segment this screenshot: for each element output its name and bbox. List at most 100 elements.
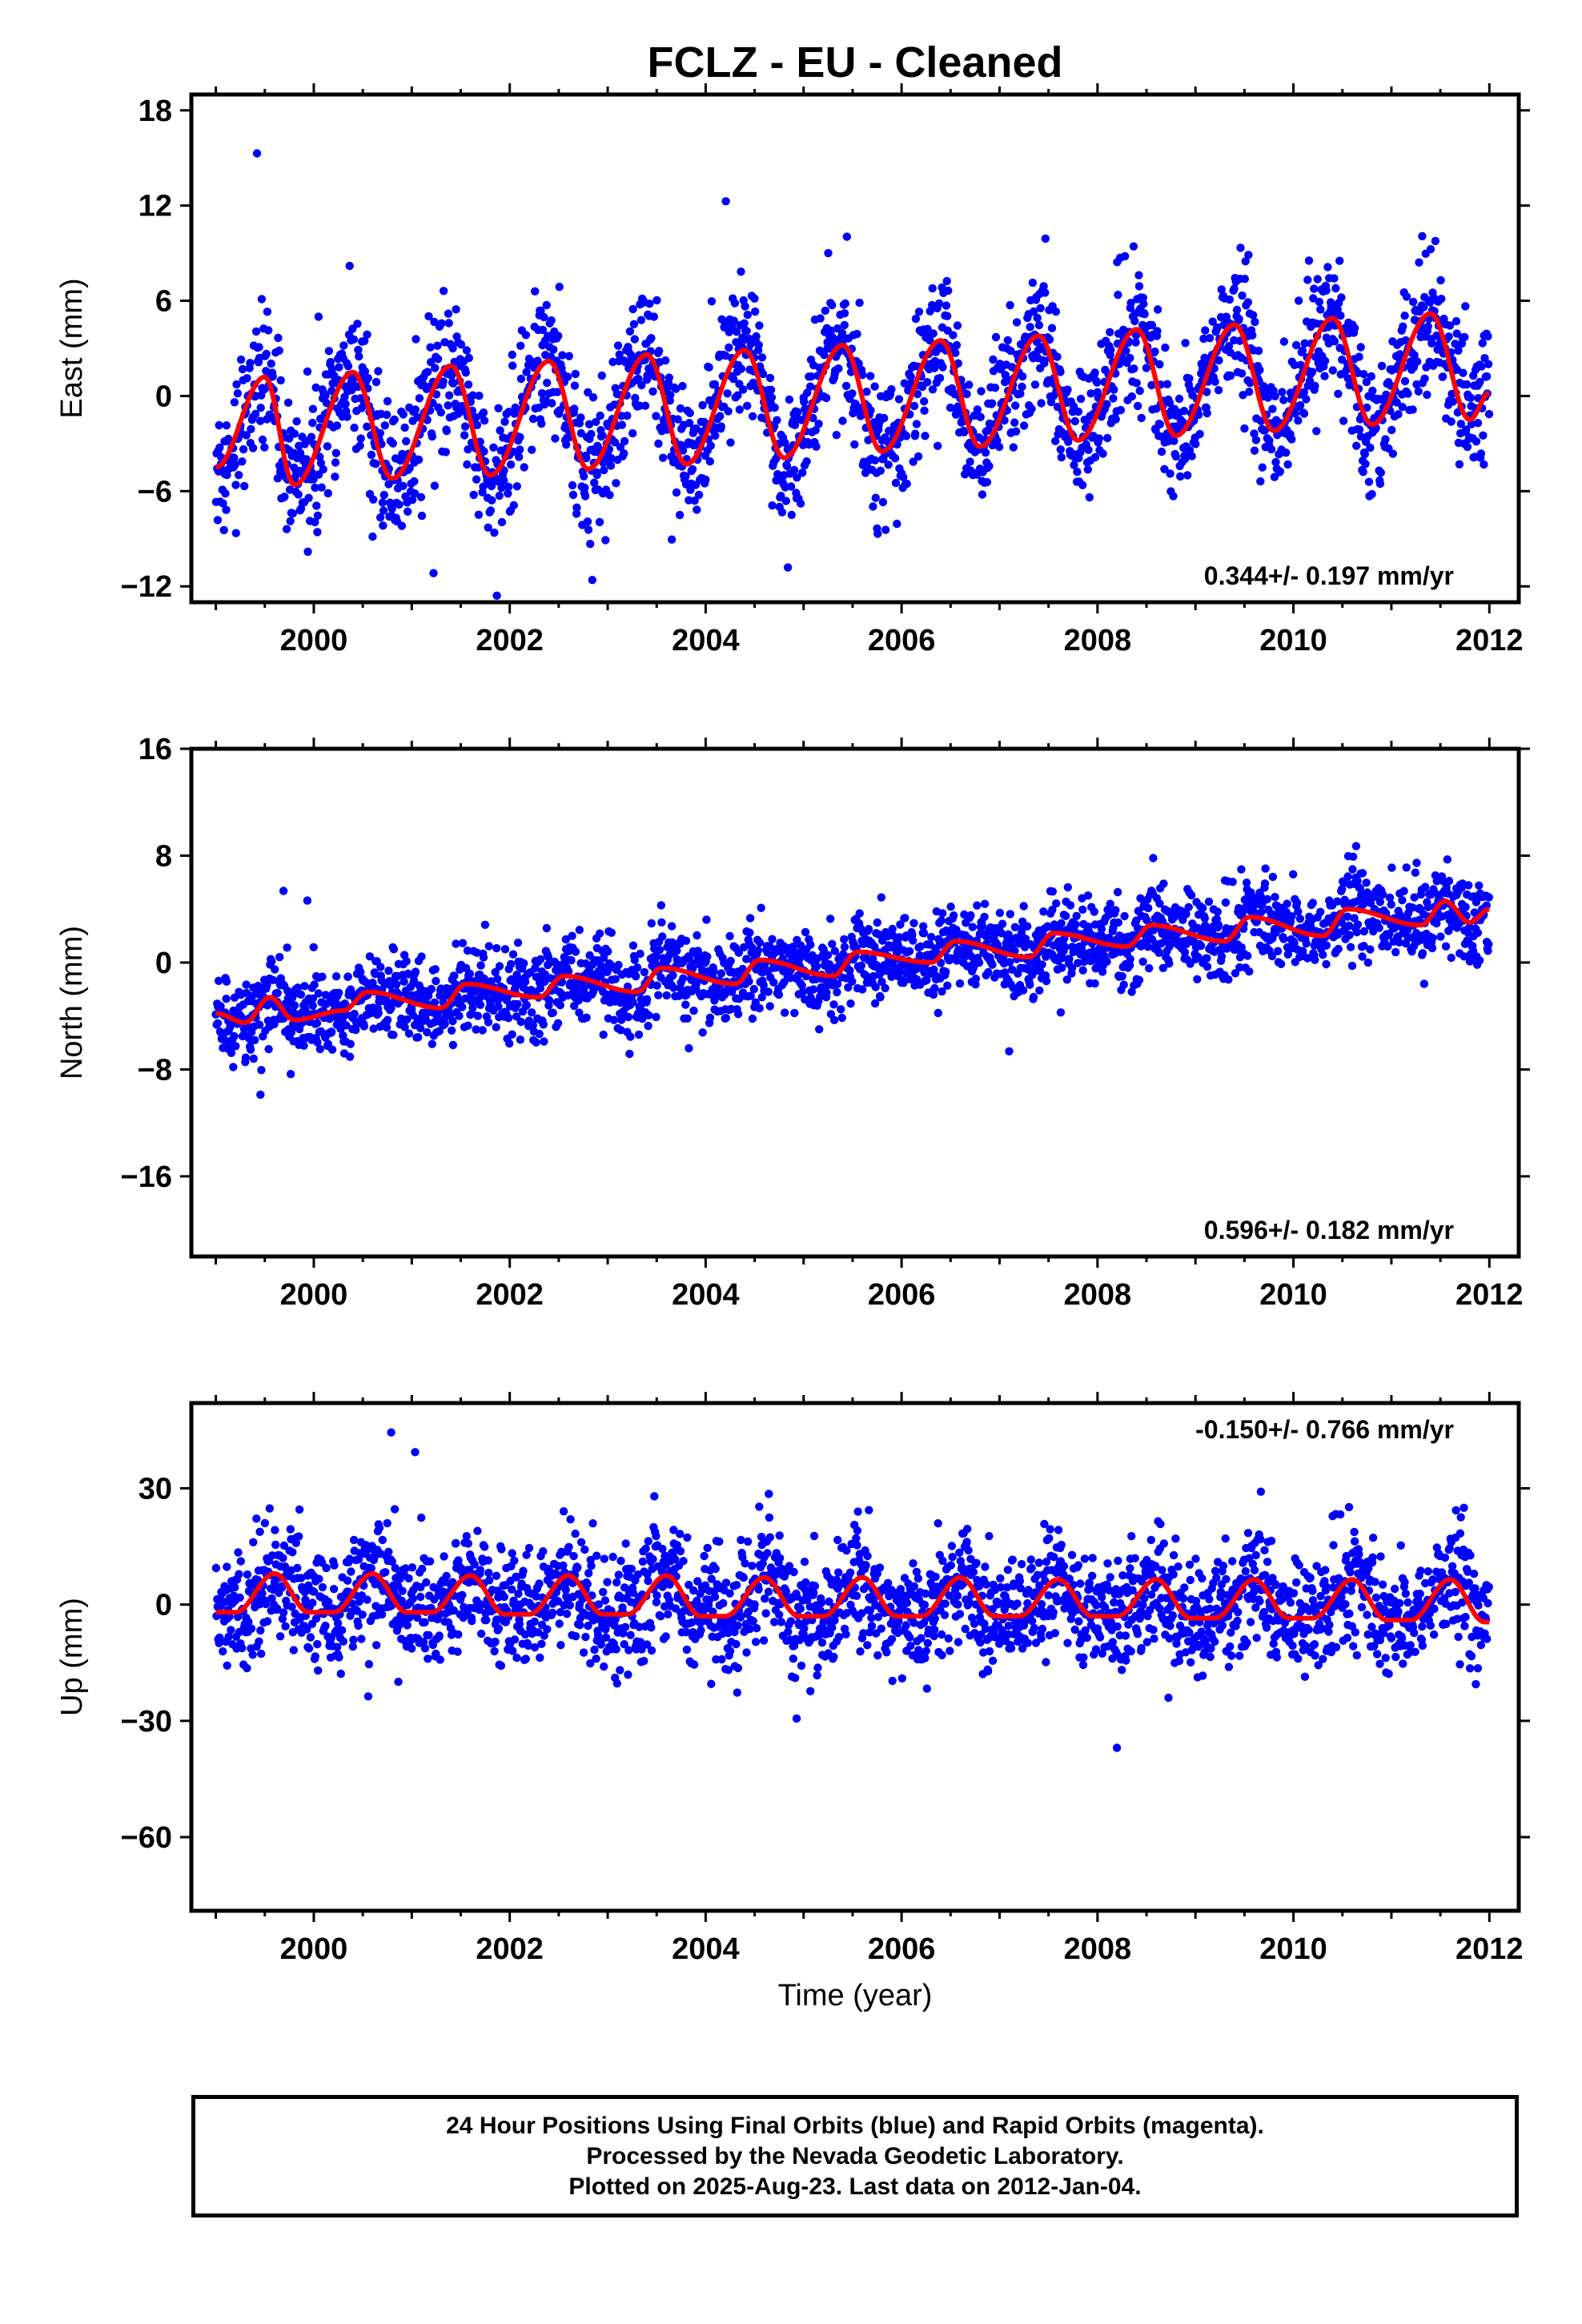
data-point xyxy=(536,306,545,316)
data-point xyxy=(1064,437,1073,446)
data-point xyxy=(374,367,383,376)
data-point xyxy=(264,1044,273,1054)
data-point xyxy=(652,296,661,305)
data-point xyxy=(1299,409,1309,418)
data-point xyxy=(431,965,440,974)
data-point xyxy=(312,501,321,510)
data-point xyxy=(273,988,282,998)
data-point xyxy=(1316,907,1325,917)
data-point xyxy=(1131,331,1141,340)
data-point xyxy=(230,993,239,1003)
data-point xyxy=(222,505,231,514)
data-point xyxy=(1436,932,1445,941)
data-point xyxy=(1271,457,1280,467)
data-point xyxy=(384,967,393,975)
data-point xyxy=(404,507,412,516)
data-point xyxy=(1459,368,1468,377)
data-point xyxy=(942,301,951,310)
data-point xyxy=(665,373,673,382)
data-point xyxy=(263,308,272,316)
data-point xyxy=(1038,960,1046,969)
data-point xyxy=(216,1002,225,1011)
data-point xyxy=(311,517,319,527)
data-point xyxy=(1248,331,1257,340)
data-point xyxy=(620,436,629,446)
data-point xyxy=(414,455,424,464)
data-point xyxy=(474,510,484,519)
data-point xyxy=(554,332,563,340)
data-point xyxy=(1412,858,1421,867)
data-point xyxy=(1137,413,1146,423)
data-point xyxy=(1316,305,1325,314)
data-point xyxy=(1484,360,1493,368)
data-point xyxy=(853,329,861,339)
x-tick-label: 2004 xyxy=(672,1278,740,1312)
data-point xyxy=(1399,322,1407,331)
data-point xyxy=(1093,378,1102,387)
data-point xyxy=(1201,326,1210,335)
data-point xyxy=(1462,425,1471,434)
data-point xyxy=(1029,992,1038,1002)
data-point xyxy=(748,412,757,420)
data-point xyxy=(1076,950,1085,959)
data-point xyxy=(1245,967,1254,976)
data-point xyxy=(1114,291,1122,300)
data-point xyxy=(1339,416,1348,425)
data-point xyxy=(222,995,231,1003)
data-point xyxy=(516,374,526,384)
data-point xyxy=(1036,304,1045,312)
data-point xyxy=(543,378,552,388)
data-point xyxy=(871,983,880,991)
data-point xyxy=(1070,460,1078,469)
data-point xyxy=(224,1632,233,1641)
data-point xyxy=(971,975,981,983)
data-point xyxy=(698,1028,707,1037)
data-point xyxy=(515,452,524,461)
data-point xyxy=(285,434,294,443)
data-point xyxy=(1010,923,1020,932)
data-point xyxy=(504,482,513,492)
data-point xyxy=(1126,955,1134,963)
data-point xyxy=(236,355,246,364)
data-point xyxy=(913,389,922,399)
data-point xyxy=(745,928,754,937)
data-point xyxy=(997,929,1006,938)
data-point xyxy=(536,955,545,964)
data-point xyxy=(1048,887,1058,896)
data-point xyxy=(508,350,516,360)
data-point xyxy=(1387,425,1396,435)
data-point xyxy=(742,327,751,336)
data-point xyxy=(428,432,436,441)
data-point xyxy=(858,985,867,994)
data-point xyxy=(1308,899,1318,907)
data-point xyxy=(911,314,921,324)
data-point xyxy=(500,945,510,954)
data-point xyxy=(1237,865,1246,874)
data-point xyxy=(363,422,371,431)
data-point xyxy=(689,1006,698,1015)
data-point xyxy=(1134,282,1144,291)
data-point xyxy=(1061,943,1070,951)
data-point xyxy=(1254,346,1263,356)
y-tick-label: 0 xyxy=(155,380,172,413)
data-point xyxy=(246,1045,255,1054)
data-point xyxy=(850,440,859,449)
data-point xyxy=(1162,380,1172,388)
data-point xyxy=(1160,464,1169,473)
plot-frame xyxy=(189,92,1521,605)
data-point xyxy=(1355,352,1363,361)
data-point xyxy=(1356,432,1366,441)
data-point xyxy=(1215,356,1223,365)
data-point xyxy=(1090,452,1100,462)
data-point xyxy=(951,348,960,357)
data-point xyxy=(270,1019,279,1029)
data-point xyxy=(1455,460,1464,468)
data-point xyxy=(542,300,551,310)
data-point xyxy=(1403,389,1412,398)
data-point xyxy=(403,1015,412,1024)
data-point xyxy=(942,276,951,286)
data-point xyxy=(974,958,984,967)
data-point xyxy=(505,1039,514,1048)
data-point xyxy=(973,901,982,910)
data-point xyxy=(430,998,440,1007)
